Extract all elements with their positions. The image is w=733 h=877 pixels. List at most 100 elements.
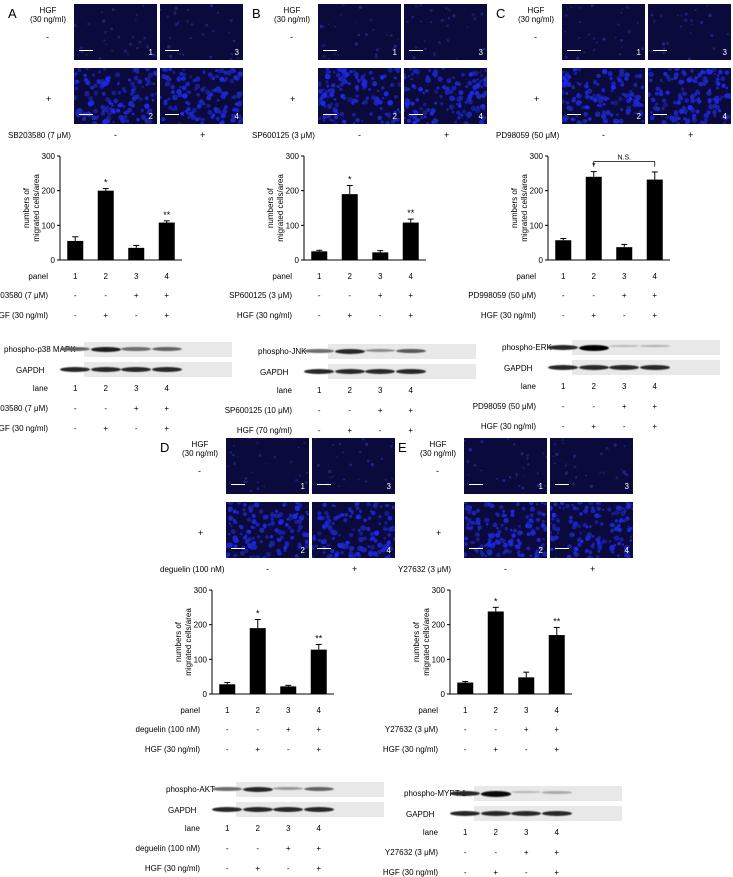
row-value: 1 [561,272,566,281]
hgf-header-line1: HGF [191,440,209,449]
row-label-panel: panel [180,706,200,715]
row-value: - [463,725,467,734]
y-tick-label: 200 [530,187,544,196]
micrograph-tile: 3 [550,438,633,494]
micrograph-tile: 2 [562,68,645,124]
row-value: - [256,725,260,734]
blot-phospho-label: phospho-ERK [502,343,552,352]
row-value: + [408,311,414,320]
blot-row-label-lane: lane [32,384,48,393]
bar [487,611,504,694]
blot-row-value: + [103,424,109,433]
y-tick-label: 200 [286,187,300,196]
hgf-header: HGF (30 ng/ml) [516,6,556,24]
row-value: - [378,311,382,320]
row-value: 4 [164,272,169,281]
row-value: 1 [463,706,468,715]
blot-row-value: + [408,406,414,415]
y-tick-label: 100 [432,655,446,664]
row-label-panel: panel [272,272,292,281]
y-axis-label: numbers ofmigrated cells/area [412,608,431,676]
scale-bar [469,483,483,485]
micrograph-tile: 4 [550,502,633,558]
blot-row-label-hgf: HGF (30 ng/ml) [382,868,438,877]
row-label-inh: PD998059 (50 μM) [468,291,536,300]
ns-label: N.S. [617,155,631,162]
row-label-hgf: HGF (30 ng/ml) [0,311,48,320]
nuclei-stain [464,438,547,490]
scale-bar [231,483,245,485]
tile-number: 4 [386,546,391,555]
bar [97,190,114,260]
panel-letter: A [8,6,17,21]
bar [616,247,633,260]
row-value: - [463,745,467,754]
micrograph-tile: 1 [318,4,401,60]
blot-row-value: - [348,406,352,415]
band-gapdh [480,811,511,817]
hgf-plus-sign: + [534,94,540,104]
blot-row-value: - [286,864,290,873]
inhibitor-plus: + [590,564,596,574]
blot-row-value: + [591,422,597,431]
band-gapdh [303,807,334,813]
blot-row-label-lane: lane [422,828,438,837]
blot-row-label-lane: lane [520,382,536,391]
tile-number: 2 [538,546,543,555]
row-value: + [316,745,322,754]
micrograph-tile: 2 [318,68,401,124]
hgf-header-line2: (30 ng/ml) [181,449,218,458]
blot-row-value: - [73,404,77,413]
y-tick-label: 0 [441,690,446,699]
scale-bar [323,49,337,51]
blot-row-value: + [621,402,627,411]
tile-number: 3 [722,48,727,57]
micrograph-inhibitor-label: deguelin (100 nM) [160,565,225,574]
significance-mark: * [256,608,260,618]
row-label-hgf: HGF (30 ng/ml) [382,745,438,754]
bar-chart: 0 100 200 300 numbers ofmigrated cells/area *… [266,152,426,265]
hgf-minus-sign: - [534,32,537,42]
figure-panel-B: B HGF (30 ng/ml) - +1 3 2 4 SP600125 (3 μM) - +0 10… [225,0,488,440]
band-phospho [639,345,670,348]
figure-panel-C: C HGF (30 ng/ml) - +1 3 2 4 PD98059 (50 μM) - +0 10… [468,0,732,440]
y-tick-label: 200 [432,621,446,630]
y-tick-label: 300 [194,586,208,595]
band-gapdh [273,807,304,813]
hgf-header-line2: (30 ng/ml) [273,15,310,24]
blot-row-value: 4 [554,828,559,837]
band-phospho [304,349,335,353]
micrograph-tile: 2 [464,502,547,558]
scale-bar [165,49,179,51]
blot-row-value: 1 [463,828,468,837]
scale-bar [231,547,245,549]
band-gapdh [334,369,365,375]
significance-mark: * [104,178,108,188]
row-value: 3 [524,706,529,715]
blot-row-value: 2 [591,382,596,391]
y-axis-label: numbers ofmigrated cells/area [266,174,285,242]
band-phospho [609,345,640,348]
y-tick-label: 300 [286,152,300,161]
blot-row-value: - [622,422,626,431]
scale-bar [653,113,667,115]
scale-bar [79,49,93,51]
blot-row-value: - [73,424,77,433]
inhibitor-plus: + [352,564,358,574]
blot-row-value: - [463,868,467,877]
row-value: - [73,311,77,320]
blot-row-value: 2 [103,384,108,393]
y-tick-label: 0 [295,256,300,265]
row-value: 4 [652,272,657,281]
bar-chart: 0 100 200 300 numbers ofmigrated cells/area *… [412,586,572,699]
blot-gapdh-label: GAPDH [168,806,197,815]
bar [646,179,663,260]
blot-row-value: - [225,864,229,873]
row-label-hgf: HGF (30 ng/ml) [144,745,200,754]
blot-row-label-inh: PD98059 (50 μM) [472,402,536,411]
nuclei-stain [650,4,730,60]
blot-row-value: - [463,848,467,857]
row-label-inh: SP600125 (3 μM) [229,291,292,300]
hgf-minus-sign: - [46,32,49,42]
band-phospho [242,787,273,793]
